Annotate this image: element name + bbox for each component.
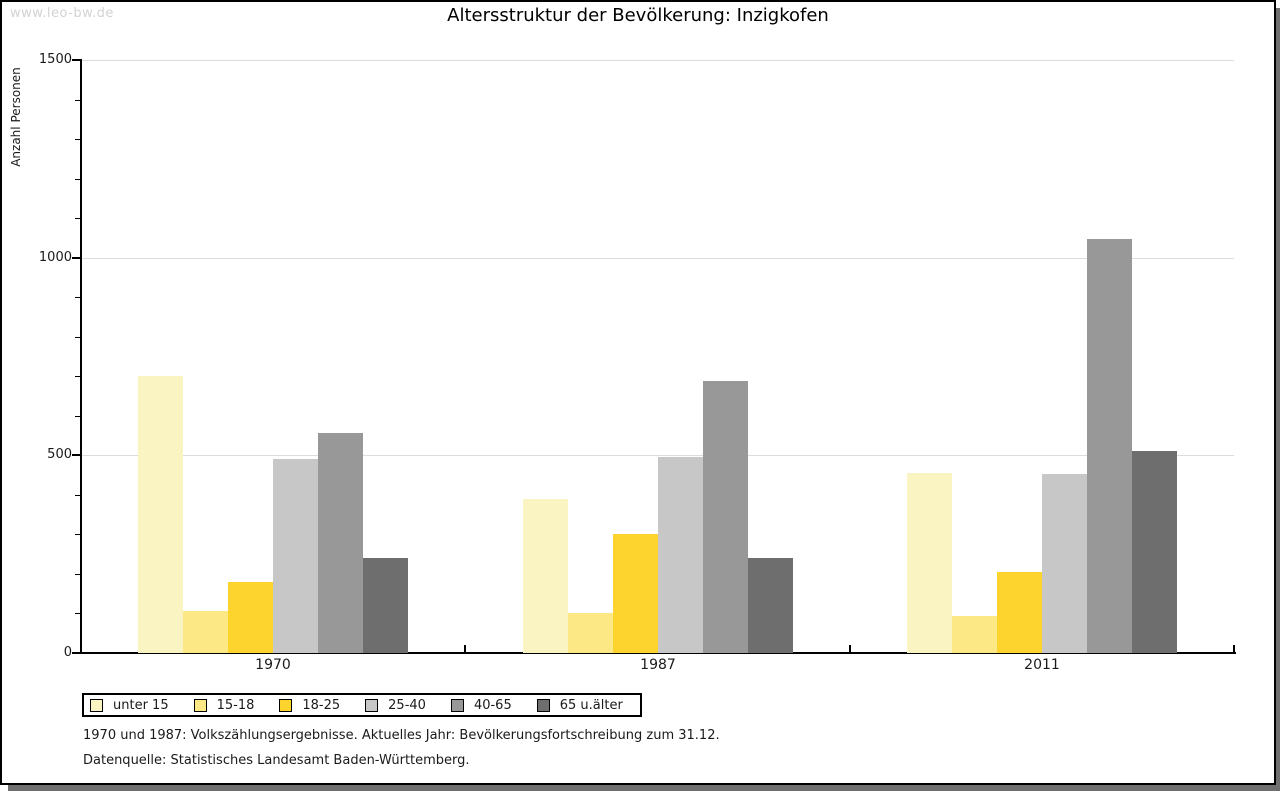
y-axis-minor-tick — [75, 218, 81, 219]
legend-item: 15-18 — [193, 697, 255, 713]
x-axis-boundary-tick — [464, 645, 466, 652]
legend-label: unter 15 — [113, 697, 169, 713]
legend-swatch — [450, 698, 464, 712]
legend: unter 15 15-18 18-25 25-40 40-65 65 u.älter — [82, 693, 642, 717]
legend-swatch — [536, 698, 550, 712]
bar-65-u-lter-1970 — [363, 558, 408, 653]
bar-unter-15-1987 — [523, 499, 568, 653]
gridline — [81, 60, 1234, 61]
watermark: www.leo-bw.de — [10, 6, 114, 21]
bar-18-25-2011 — [997, 572, 1042, 653]
x-axis-category-label: 1970 — [255, 657, 291, 673]
bar-18-25-1970 — [228, 582, 273, 653]
footnote-source-note: 1970 und 1987: Volkszählungsergebnisse. … — [83, 728, 720, 743]
gridline — [81, 455, 1234, 456]
legend-label: 25-40 — [388, 697, 426, 713]
legend-label: 40-65 — [473, 697, 512, 713]
y-axis-tick — [72, 454, 81, 456]
legend-label: 65 u.älter — [559, 697, 623, 713]
chart-title: Altersstruktur der Bevölkerung: Inzigkof… — [447, 5, 829, 26]
y-axis-minor-tick — [75, 613, 81, 614]
bar-40-65-1970 — [318, 433, 363, 653]
legend-item: 65 u.älter — [536, 697, 623, 713]
x-axis-boundary-tick — [1233, 645, 1235, 652]
y-axis-minor-tick — [75, 337, 81, 338]
legend-item: unter 15 — [90, 698, 169, 713]
y-axis-minor-tick — [75, 376, 81, 377]
legend-item: 18-25 — [279, 698, 340, 713]
bar-18-25-1987 — [613, 534, 658, 653]
bar-40-65-2011 — [1087, 239, 1132, 653]
bar-25-40-2011 — [1042, 474, 1087, 653]
y-axis-tick — [72, 257, 81, 259]
bar-unter-15-2011 — [907, 473, 952, 653]
legend-swatch — [365, 698, 379, 712]
legend-item: 40-65 — [450, 697, 512, 713]
y-axis-tick — [72, 652, 81, 654]
y-axis — [80, 59, 82, 654]
bar-25-40-1970 — [273, 459, 318, 653]
x-axis-category-label: 2011 — [1024, 657, 1060, 673]
y-axis-minor-tick — [75, 100, 81, 101]
legend-swatch — [193, 698, 207, 712]
legend-swatch — [90, 698, 103, 712]
bar-65-u-lter-1987 — [748, 558, 793, 653]
x-axis — [80, 652, 1236, 654]
y-axis-tick-label: 1500 — [38, 52, 72, 67]
y-axis-tick — [72, 59, 81, 61]
y-axis-minor-tick — [75, 139, 81, 140]
bar-25-40-1987 — [658, 457, 703, 653]
legend-label: 15-18 — [216, 697, 255, 713]
legend-item: 25-40 — [365, 698, 426, 713]
legend-swatch — [279, 698, 293, 712]
footnote-data-source: Datenquelle: Statistisches Landesamt Bad… — [83, 753, 470, 768]
y-axis-minor-tick — [75, 297, 81, 298]
bar-15-18-1987 — [568, 613, 613, 653]
x-axis-category-label: 1987 — [640, 657, 676, 673]
bar-15-18-1970 — [183, 611, 228, 653]
legend-label: 18-25 — [302, 697, 341, 713]
bar-65-u-lter-2011 — [1132, 451, 1177, 653]
bar-40-65-1987 — [703, 381, 748, 653]
y-axis-minor-tick — [75, 416, 81, 417]
y-axis-minor-tick — [75, 179, 81, 180]
y-axis-tick-label: 500 — [47, 447, 72, 462]
x-axis-boundary-tick — [849, 645, 851, 652]
y-axis-tick-label: 1000 — [38, 250, 72, 265]
bar-unter-15-1970 — [138, 376, 183, 653]
y-axis-minor-tick — [75, 534, 81, 535]
gridline — [81, 258, 1234, 259]
bar-15-18-2011 — [952, 616, 997, 653]
y-axis-minor-tick — [75, 495, 81, 496]
y-axis-minor-tick — [75, 574, 81, 575]
y-axis-tick-label: 0 — [63, 645, 72, 660]
